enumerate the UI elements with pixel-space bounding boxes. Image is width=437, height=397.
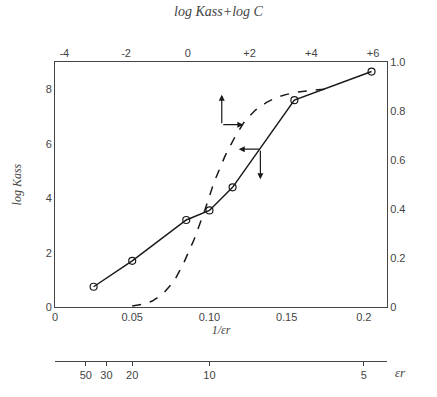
svg-text:+6: +6 — [367, 47, 380, 59]
svg-text:5: 5 — [361, 369, 367, 381]
svg-text:εr: εr — [395, 365, 406, 380]
svg-text:0.8: 0.8 — [390, 105, 405, 117]
svg-text:-4: -4 — [59, 47, 69, 59]
svg-text:30: 30 — [100, 369, 112, 381]
svg-text:0: 0 — [46, 301, 52, 313]
svg-text:-2: -2 — [121, 47, 131, 59]
svg-text:0: 0 — [185, 47, 191, 59]
svg-text:log Kass+log C: log Kass+log C — [174, 4, 263, 19]
svg-text:+2: +2 — [243, 47, 256, 59]
svg-text:log Kass: log Kass — [10, 163, 24, 205]
svg-text:0.2: 0.2 — [390, 252, 405, 264]
svg-text:0: 0 — [52, 311, 58, 323]
svg-text:0.4: 0.4 — [390, 203, 405, 215]
svg-text:0.10: 0.10 — [199, 311, 220, 323]
svg-text:0.2: 0.2 — [356, 311, 371, 323]
svg-text:0.6: 0.6 — [390, 154, 405, 166]
svg-text:1.0: 1.0 — [390, 56, 405, 68]
svg-text:1/εr: 1/εr — [212, 323, 231, 337]
svg-text:6: 6 — [46, 138, 52, 150]
svg-text:0: 0 — [390, 301, 396, 313]
svg-text:0.15: 0.15 — [276, 311, 297, 323]
svg-text:10: 10 — [203, 369, 215, 381]
svg-text:2: 2 — [46, 247, 52, 259]
svg-text:4: 4 — [46, 192, 52, 204]
svg-text:20: 20 — [126, 369, 138, 381]
svg-text:+4: +4 — [305, 47, 318, 59]
svg-text:50: 50 — [80, 369, 92, 381]
svg-text:8: 8 — [46, 83, 52, 95]
svg-text:0.05: 0.05 — [121, 311, 142, 323]
